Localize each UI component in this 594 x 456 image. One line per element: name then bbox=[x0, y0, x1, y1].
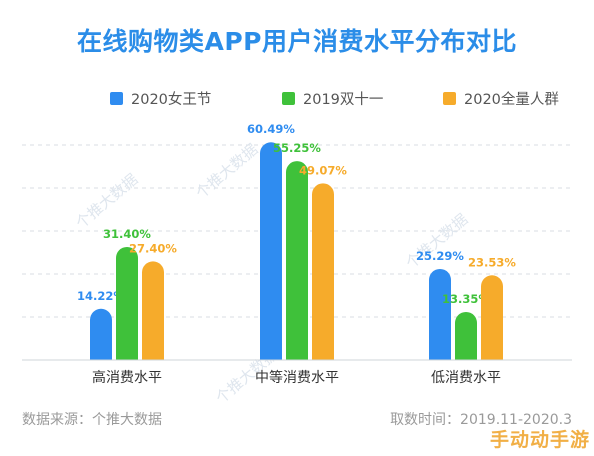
legend-swatch-1 bbox=[110, 91, 123, 105]
bar-3-1 bbox=[142, 261, 164, 360]
bar-3-3 bbox=[481, 275, 503, 360]
data-label: 14.22% bbox=[77, 289, 125, 303]
watermark-text: 个推大数据 bbox=[72, 170, 141, 232]
legend-item-1: 2020女王节 bbox=[110, 87, 211, 109]
legend-label-2: 2019双十一 bbox=[303, 91, 384, 108]
data-source-note: 数据来源：个推大数据 bbox=[22, 412, 162, 428]
bar-1-2 bbox=[260, 142, 282, 360]
legend-swatch-2 bbox=[282, 91, 295, 105]
corner-watermark: 手动动手游 bbox=[489, 429, 590, 451]
bar-2-2 bbox=[286, 161, 308, 360]
legend-label-3: 2020全量人群 bbox=[464, 91, 559, 108]
data-label: 13.35% bbox=[442, 292, 490, 306]
category-label: 低消费水平 bbox=[431, 370, 501, 386]
data-label: 60.49% bbox=[247, 122, 295, 136]
chart-legend: 2020女王节 2019双十一 2020全量人群 bbox=[0, 87, 594, 109]
legend-swatch-3 bbox=[443, 91, 456, 105]
data-label: 25.29% bbox=[416, 249, 464, 263]
legend-label-1: 2020女王节 bbox=[131, 91, 212, 108]
data-label: 27.40% bbox=[129, 241, 177, 255]
bar-2-1 bbox=[116, 246, 138, 360]
bar-2-3 bbox=[455, 311, 477, 360]
data-time-note: 取数时间：2019.11-2020.3 bbox=[390, 412, 572, 428]
category-label: 中等消费水平 bbox=[255, 369, 339, 386]
data-label: 49.07% bbox=[299, 163, 347, 177]
data-label: 31.40% bbox=[103, 227, 151, 241]
bar-3-2 bbox=[312, 183, 334, 360]
legend-item-3: 2020全量人群 bbox=[443, 87, 559, 109]
watermark-text: 个推大数据 bbox=[192, 140, 261, 202]
bar-1-1 bbox=[90, 308, 112, 360]
bar-1-3 bbox=[429, 268, 451, 360]
data-label: 23.53% bbox=[468, 255, 516, 269]
data-label: 55.25% bbox=[273, 141, 321, 155]
category-label: 高消费水平 bbox=[92, 369, 162, 386]
chart-title: 在线购物类APP用户消费水平分布对比 bbox=[77, 27, 517, 56]
legend-item-2: 2019双十一 bbox=[282, 87, 383, 109]
